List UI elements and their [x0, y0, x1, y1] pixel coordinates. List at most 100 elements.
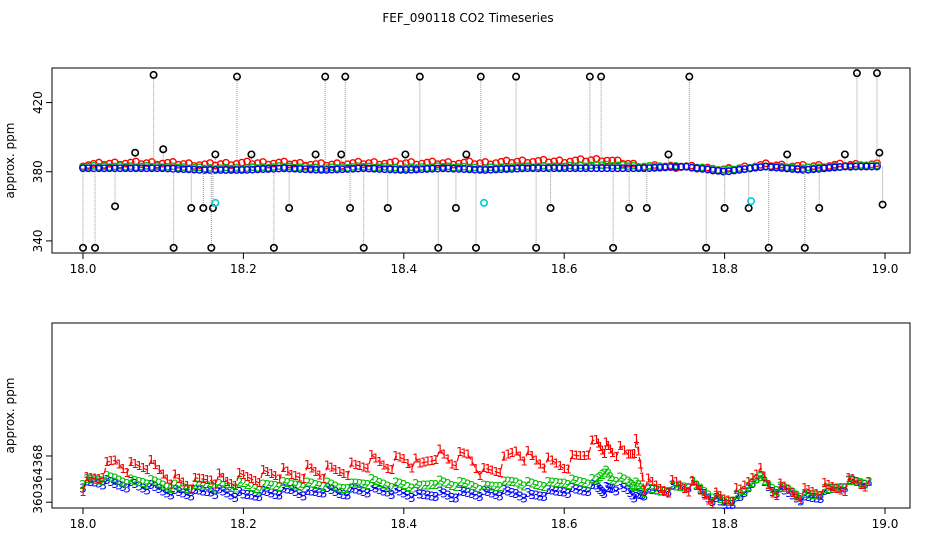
- top-point-3: [523, 164, 532, 173]
- top-flag-point: [211, 198, 220, 207]
- bottom-marker-1: 1: [649, 475, 657, 489]
- bottom-marker-1: 1: [580, 449, 588, 463]
- bottom-marker-1: 1: [853, 475, 861, 489]
- top-outlier-point: [211, 150, 220, 159]
- bottom-marker-3: 3: [240, 487, 248, 501]
- top-point-3: [486, 165, 495, 174]
- top-point-3: [497, 165, 506, 174]
- bottom-marker-2: 2: [657, 484, 665, 498]
- bottom-marker-3: 3: [252, 489, 260, 503]
- bottom-marker-3: 3: [79, 481, 87, 495]
- top-outlier-point: [346, 204, 355, 213]
- bottom-marker-1: 1: [452, 459, 460, 473]
- bottom-marker-3: 3: [135, 479, 143, 493]
- bottom-marker-2: 2: [460, 476, 468, 490]
- bottom-marker-1: 1: [572, 448, 580, 462]
- top-point-3: [671, 163, 680, 171]
- top-point-2: [603, 160, 611, 169]
- bottom-marker-3: 3: [340, 488, 348, 502]
- bottom-marker-2: 2: [821, 482, 829, 496]
- bottom-marker-1: 1: [596, 440, 604, 454]
- top-panel: 18.0 18.2 18.4 18.6 18.8 19.0 340 380 420 approx.…: [3, 67, 911, 276]
- bottom-marker-1: 1: [588, 433, 596, 447]
- bottom-marker-3: 3: [139, 481, 147, 495]
- bottom-marker-1: 1: [536, 458, 544, 472]
- bottom-marker-2: 2: [604, 467, 612, 481]
- bottom-marker-2: 2: [641, 486, 649, 500]
- top-point-3: [274, 164, 283, 173]
- top-point-3: [380, 165, 389, 174]
- bottom-marker-3: 3: [312, 485, 320, 499]
- bottom-marker-2: 2: [472, 481, 480, 495]
- bottom-marker-2: 2: [540, 480, 548, 494]
- bottom-ylabel: approx. ppm: [3, 378, 17, 454]
- bottom-marker-3: 3: [256, 490, 264, 504]
- top-outlier-point: [609, 243, 618, 252]
- bottom-marker-2: 2: [725, 495, 733, 509]
- bottom-marker-3: 3: [127, 475, 135, 489]
- top-outlier-point: [815, 204, 824, 213]
- bottom-marker-1: 1: [472, 462, 480, 476]
- bottom-marker-1: 1: [412, 451, 420, 465]
- bottom-marker-3: 3: [284, 482, 292, 496]
- top-outlier-point: [337, 150, 346, 159]
- bottom-marker-1: 1: [777, 477, 785, 491]
- bottom-marker-2: 2: [516, 477, 524, 491]
- top-point-3: [417, 165, 426, 174]
- bottom-marker-1: 1: [773, 489, 781, 503]
- bottom-marker-1: 1: [195, 472, 203, 486]
- bottom-marker-2: 2: [276, 480, 284, 494]
- bottom-marker-1: 1: [617, 439, 625, 453]
- bottom-marker-2: 2: [127, 473, 135, 487]
- bottom-marker-1: 1: [468, 455, 476, 469]
- bottom-marker-2: 2: [336, 481, 344, 495]
- bottom-marker-1: 1: [520, 454, 528, 468]
- top-outlier-point: [111, 202, 120, 211]
- bottom-marker-3: 3: [631, 491, 639, 505]
- bottom-marker-3: 3: [356, 484, 364, 498]
- bottom-marker-2: 2: [228, 481, 236, 495]
- bottom-marker-1: 1: [653, 479, 661, 493]
- bottom-marker-1: 1: [103, 455, 111, 469]
- bottom-xtick-label: 18.6: [551, 517, 578, 531]
- top-point-3: [751, 163, 760, 172]
- bottom-marker-1: 1: [99, 471, 107, 485]
- bottom-marker-3: 3: [199, 484, 207, 498]
- bottom-marker-3: 3: [207, 486, 215, 500]
- bottom-marker-3: 3: [809, 491, 817, 505]
- bottom-marker-1: 1: [865, 475, 873, 489]
- bottom-marker-1: 1: [119, 462, 127, 476]
- bottom-marker-3: 3: [143, 484, 151, 498]
- top-outlier-point: [625, 204, 634, 213]
- top-point-3: [518, 164, 527, 173]
- top-point-3: [259, 165, 267, 174]
- top-outlier-point: [585, 72, 594, 81]
- bottom-marker-2: 2: [87, 472, 95, 486]
- bottom-marker-3: 3: [476, 490, 484, 504]
- bottom-marker-1: 1: [328, 461, 336, 475]
- bottom-marker-2: 2: [195, 478, 203, 492]
- bottom-marker-3: 3: [400, 487, 408, 501]
- bottom-marker-1: 1: [344, 469, 352, 483]
- bottom-marker-3: 3: [163, 486, 171, 500]
- bottom-line-2: [82, 469, 870, 503]
- bottom-marker-1: 1: [199, 472, 207, 486]
- bottom-marker-2: 2: [797, 491, 805, 505]
- bottom-marker-3: 3: [300, 489, 308, 503]
- bottom-marker-1: 1: [155, 463, 163, 477]
- bottom-marker-2: 2: [504, 475, 512, 489]
- bottom-marker-1: 1: [725, 494, 733, 508]
- bottom-marker-1: 1: [556, 459, 564, 473]
- bottom-marker-3: 3: [580, 484, 588, 498]
- bottom-marker-2: 2: [733, 488, 741, 502]
- top-flag-point: [747, 197, 756, 206]
- bottom-marker-2: 2: [721, 495, 729, 509]
- top-point-3: [873, 162, 881, 171]
- bottom-marker-3: 3: [412, 485, 420, 499]
- bottom-marker-3: 3: [280, 482, 288, 496]
- top-series-3: [79, 162, 881, 176]
- top-point-3: [825, 163, 834, 172]
- bottom-series-1: 1111111111111111111111111111111111111111…: [79, 432, 873, 511]
- bottom-marker-2: 2: [163, 480, 171, 494]
- bottom-marker-1: 1: [753, 467, 761, 481]
